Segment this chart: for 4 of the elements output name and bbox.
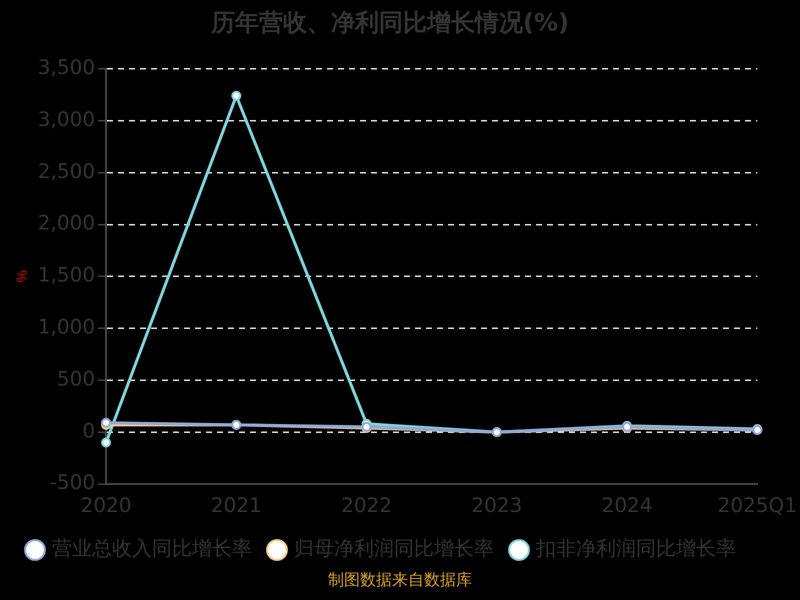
y-axis-title: % (13, 270, 30, 283)
point (101, 437, 112, 448)
text: 制图数据来自数据库 (327, 570, 473, 591)
point (231, 90, 242, 101)
